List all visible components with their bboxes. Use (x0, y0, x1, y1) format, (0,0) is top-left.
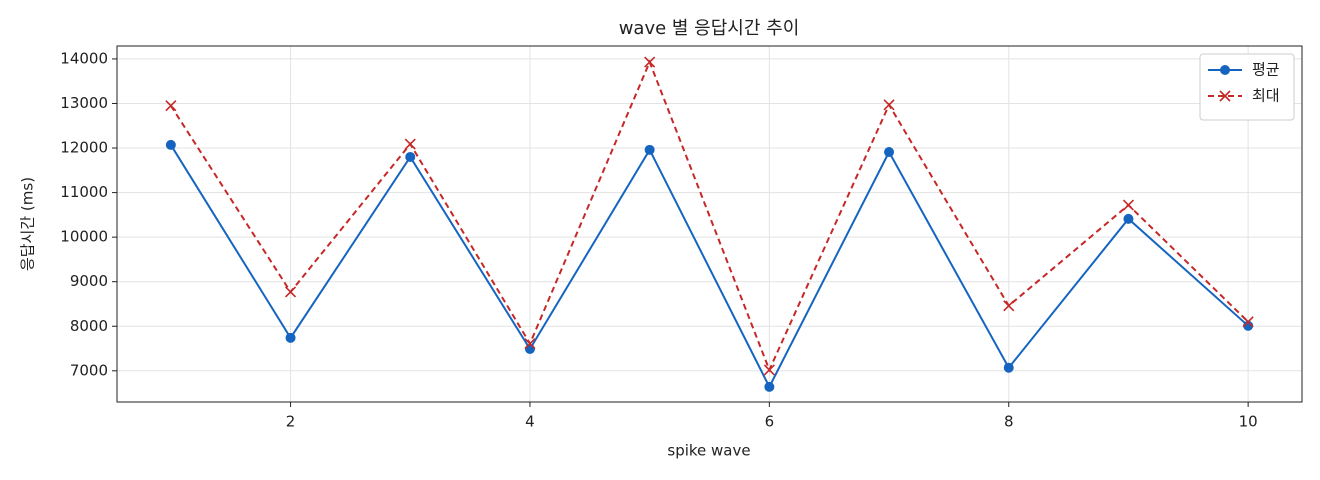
marker (763, 364, 775, 376)
marker (524, 338, 536, 350)
y-tick-label: 11000 (60, 183, 108, 201)
series-line (170, 144, 1249, 390)
marker (1123, 213, 1134, 224)
marker (165, 139, 176, 150)
x-tick-label: 8 (1004, 413, 1014, 431)
y-tick-label: 14000 (60, 49, 108, 67)
marker (1242, 316, 1254, 328)
marker (883, 99, 895, 111)
y-tick-label: 13000 (60, 94, 108, 112)
plot-frame (116, 45, 1303, 403)
y-tick-label: 12000 (60, 139, 108, 157)
marker (404, 138, 416, 150)
x-tick-label: 10 (1239, 413, 1258, 431)
marker (1122, 199, 1135, 211)
marker (1003, 300, 1015, 312)
marker (644, 144, 655, 155)
x-tick-label: 2 (286, 413, 296, 431)
marker (1220, 65, 1230, 75)
marker (405, 151, 416, 162)
x-tick-label: 6 (765, 413, 775, 431)
legend-label: 최대 (1252, 87, 1280, 105)
x-axis-label: spike wave (667, 442, 750, 460)
marker (1219, 90, 1231, 102)
legend-box (1199, 53, 1295, 121)
series-line (170, 59, 1249, 373)
marker (165, 100, 177, 112)
marker (284, 286, 297, 298)
y-tick-label: 10000 (60, 228, 108, 246)
marker (764, 381, 775, 392)
marker (644, 56, 656, 68)
legend-label: 평균 (1252, 61, 1280, 79)
y-tick-label: 7000 (70, 361, 108, 379)
y-tick-label: 9000 (70, 272, 108, 290)
marker (285, 332, 296, 343)
marker (884, 147, 895, 158)
y-tick-label: 8000 (70, 317, 108, 335)
x-tick-label: 4 (525, 413, 535, 431)
marker (1003, 362, 1014, 373)
y-axis-label: 응답시간 (ms) (19, 177, 37, 271)
chart-title: wave 별 응답시간 추이 (619, 18, 800, 39)
